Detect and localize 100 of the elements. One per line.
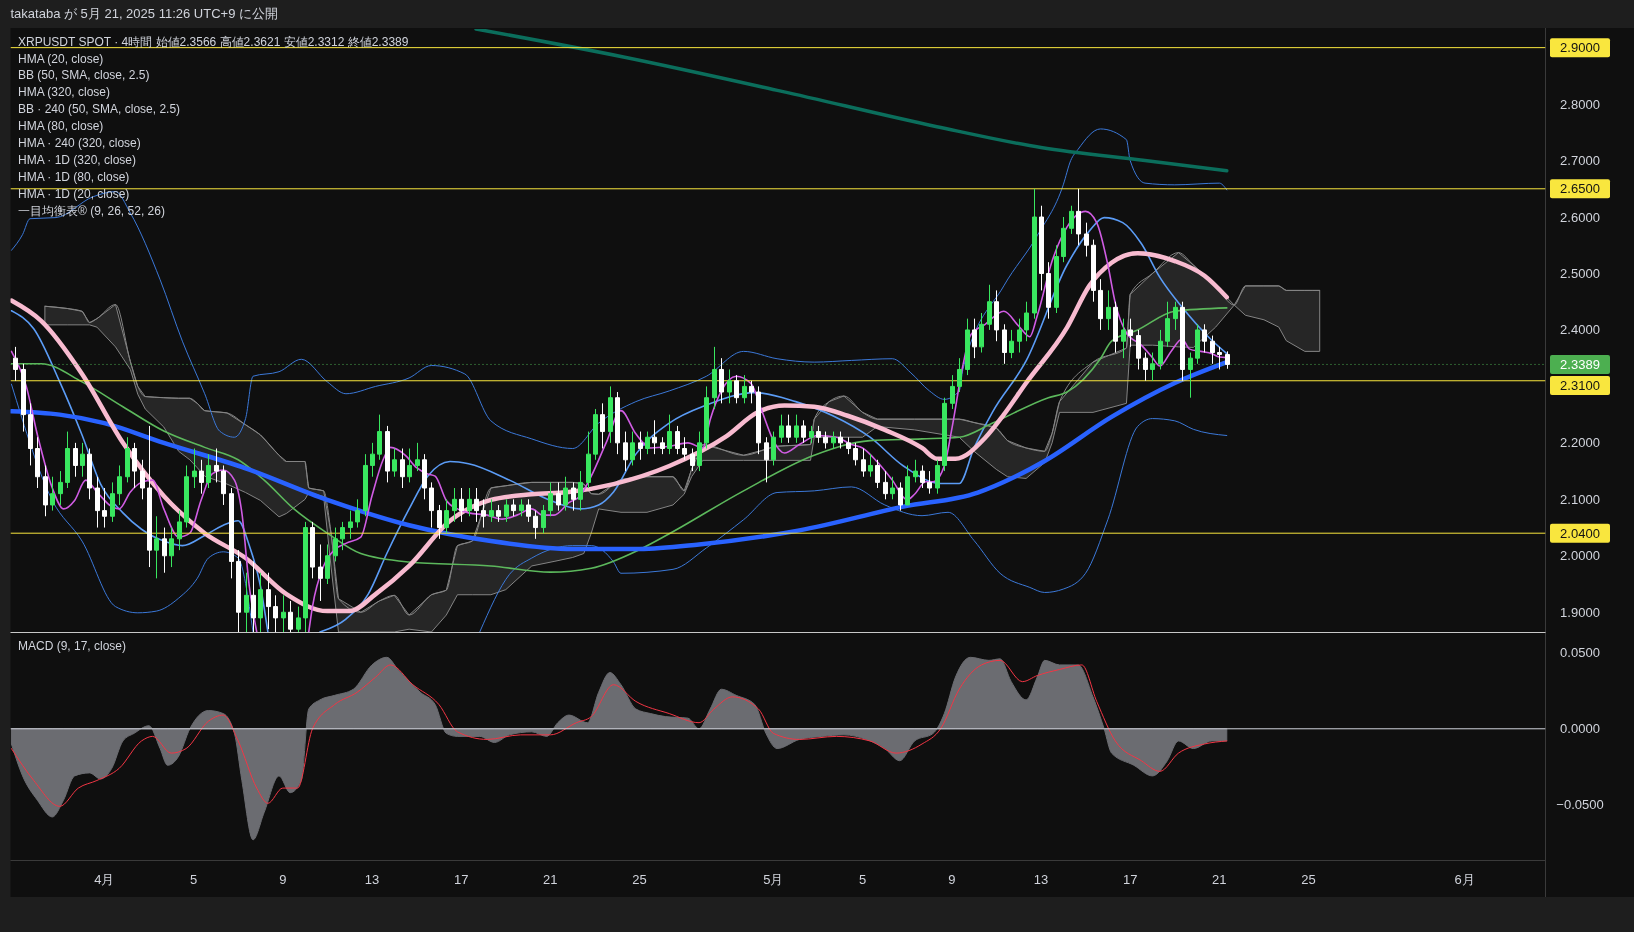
candlestick bbox=[875, 459, 880, 489]
y-tick-label: 2.7000 bbox=[1560, 153, 1600, 169]
candlestick bbox=[162, 527, 167, 574]
text: MACD (9, 17, close) bbox=[18, 638, 127, 653]
candlestick bbox=[556, 481, 561, 512]
y-tick-label: 0.0000 bbox=[1560, 721, 1600, 737]
candlestick bbox=[214, 448, 219, 483]
ref-line-label: 2.0400 bbox=[1560, 525, 1600, 541]
candlestick bbox=[325, 543, 330, 585]
candlestick bbox=[333, 527, 338, 562]
candlestick bbox=[1136, 329, 1141, 370]
candlestick bbox=[831, 431, 836, 449]
candlestick bbox=[348, 510, 353, 540]
candlestick bbox=[258, 572, 263, 632]
candlestick bbox=[541, 504, 546, 534]
candlestick bbox=[1024, 301, 1029, 342]
candlestick bbox=[95, 476, 100, 529]
candlestick bbox=[377, 414, 382, 461]
x-tick-label: 25 bbox=[1301, 872, 1316, 887]
candlestick bbox=[407, 448, 412, 483]
x-tick-label: 17 bbox=[453, 872, 469, 887]
candlestick bbox=[890, 476, 895, 500]
candlestick bbox=[415, 442, 420, 472]
candlestick bbox=[467, 487, 472, 517]
candlestick bbox=[43, 464, 48, 517]
annotation: HMA (320, close) bbox=[18, 85, 111, 100]
candlestick bbox=[1173, 301, 1178, 331]
candlestick bbox=[1202, 323, 1207, 354]
candlestick bbox=[310, 521, 315, 579]
y-tick-label: −0.0500 bbox=[1556, 797, 1604, 813]
candlestick bbox=[73, 442, 78, 478]
candlestick bbox=[422, 453, 427, 500]
line-series bbox=[474, 29, 1229, 173]
candlestick bbox=[823, 431, 828, 449]
candlestick bbox=[1180, 301, 1185, 382]
candlestick bbox=[229, 487, 234, 579]
y-tick-label: 2.1000 bbox=[1560, 491, 1600, 507]
candlestick bbox=[571, 481, 576, 512]
candlestick bbox=[950, 374, 955, 410]
candlestick bbox=[1210, 335, 1215, 365]
candlestick bbox=[370, 442, 375, 478]
candlestick bbox=[199, 459, 204, 495]
candlestick bbox=[1046, 261, 1051, 320]
candlestick bbox=[682, 436, 687, 461]
candlestick bbox=[526, 498, 531, 523]
candlestick bbox=[593, 408, 598, 461]
candlestick bbox=[638, 431, 643, 461]
candlestick bbox=[496, 504, 501, 523]
candlestick bbox=[1002, 323, 1007, 365]
candlestick bbox=[690, 448, 695, 472]
x-tick-label: 9 bbox=[279, 872, 287, 887]
candlestick bbox=[853, 442, 858, 466]
candlestick bbox=[1195, 323, 1200, 365]
annotation: BB · 240 (50, SMA, close, 2.5) bbox=[18, 102, 181, 117]
candlestick bbox=[1017, 318, 1022, 354]
candlestick bbox=[578, 470, 583, 512]
ref-line-label: 2.9000 bbox=[1560, 40, 1600, 56]
y-tick-label: 2.2000 bbox=[1560, 435, 1600, 451]
candlestick bbox=[511, 498, 516, 517]
annotation: HMA (20, close) bbox=[18, 51, 104, 66]
candlestick bbox=[913, 459, 918, 483]
candlestick bbox=[608, 385, 613, 444]
candlestick bbox=[942, 397, 947, 472]
candlestick bbox=[905, 464, 910, 506]
candlestick bbox=[474, 487, 479, 523]
ref-line-label: 2.6500 bbox=[1560, 181, 1600, 197]
candlestick bbox=[697, 431, 702, 472]
candlestick bbox=[437, 504, 442, 540]
candlestick bbox=[965, 318, 970, 376]
candlestick bbox=[809, 425, 814, 444]
candlestick bbox=[1084, 222, 1089, 258]
candlestick bbox=[303, 521, 308, 632]
candlestick bbox=[645, 431, 650, 455]
candlestick bbox=[50, 476, 55, 512]
candlestick bbox=[779, 414, 784, 444]
chart-subtitle: takataba が 5月 21, 2025 11:26 UTC+9 に公開 bbox=[10, 5, 278, 21]
candlestick bbox=[459, 487, 464, 523]
candlestick bbox=[935, 459, 940, 495]
candlestick bbox=[704, 385, 709, 449]
candlestick bbox=[102, 487, 107, 529]
candlestick bbox=[846, 436, 851, 455]
candlestick bbox=[1069, 205, 1074, 235]
candlestick bbox=[719, 357, 724, 404]
candlestick bbox=[132, 442, 137, 489]
candlestick bbox=[623, 431, 628, 472]
candlestick bbox=[586, 431, 591, 489]
candlestick bbox=[742, 374, 747, 404]
candlestick bbox=[13, 346, 18, 382]
candlestick bbox=[429, 481, 434, 529]
candlestick bbox=[868, 453, 873, 478]
line-series bbox=[10, 659, 1228, 807]
candlestick bbox=[80, 442, 85, 478]
candlestick bbox=[251, 560, 256, 632]
candlestick bbox=[21, 363, 26, 433]
x-tick-label: 17 bbox=[1122, 872, 1138, 887]
candlestick bbox=[727, 368, 732, 404]
candlestick bbox=[1054, 244, 1059, 314]
candlestick bbox=[861, 448, 866, 478]
candlestick bbox=[363, 453, 368, 517]
x-tick-label: 25 bbox=[632, 872, 647, 887]
